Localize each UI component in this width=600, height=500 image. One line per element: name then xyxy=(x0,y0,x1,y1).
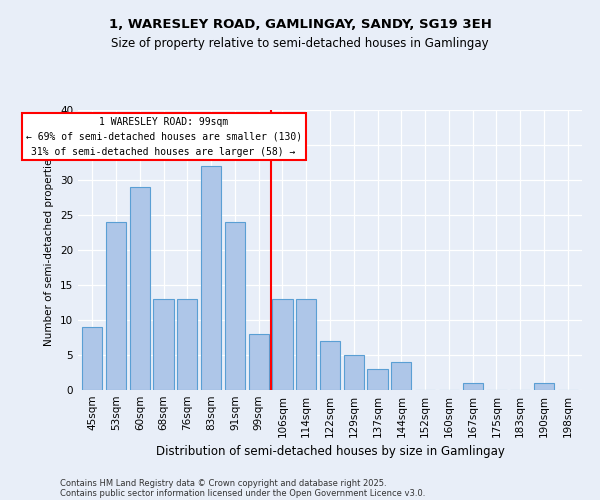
Text: Size of property relative to semi-detached houses in Gamlingay: Size of property relative to semi-detach… xyxy=(111,38,489,51)
Bar xyxy=(106,222,126,390)
Text: Contains public sector information licensed under the Open Government Licence v3: Contains public sector information licen… xyxy=(60,488,425,498)
Bar xyxy=(82,327,103,390)
Bar xyxy=(272,299,293,390)
Bar xyxy=(367,369,388,390)
Text: 1, WARESLEY ROAD, GAMLINGAY, SANDY, SG19 3EH: 1, WARESLEY ROAD, GAMLINGAY, SANDY, SG19… xyxy=(109,18,491,30)
Bar xyxy=(154,299,173,390)
Bar xyxy=(463,383,483,390)
Bar xyxy=(177,299,197,390)
Bar xyxy=(320,341,340,390)
Bar xyxy=(201,166,221,390)
Bar xyxy=(344,355,364,390)
Bar xyxy=(296,299,316,390)
Bar xyxy=(248,334,269,390)
Text: Contains HM Land Registry data © Crown copyright and database right 2025.: Contains HM Land Registry data © Crown c… xyxy=(60,478,386,488)
Y-axis label: Number of semi-detached properties: Number of semi-detached properties xyxy=(44,154,55,346)
X-axis label: Distribution of semi-detached houses by size in Gamlingay: Distribution of semi-detached houses by … xyxy=(155,446,505,458)
Bar xyxy=(391,362,412,390)
Text: 1 WARESLEY ROAD: 99sqm
← 69% of semi-detached houses are smaller (130)
31% of se: 1 WARESLEY ROAD: 99sqm ← 69% of semi-det… xyxy=(26,117,302,156)
Bar xyxy=(130,187,150,390)
Bar xyxy=(225,222,245,390)
Bar xyxy=(534,383,554,390)
